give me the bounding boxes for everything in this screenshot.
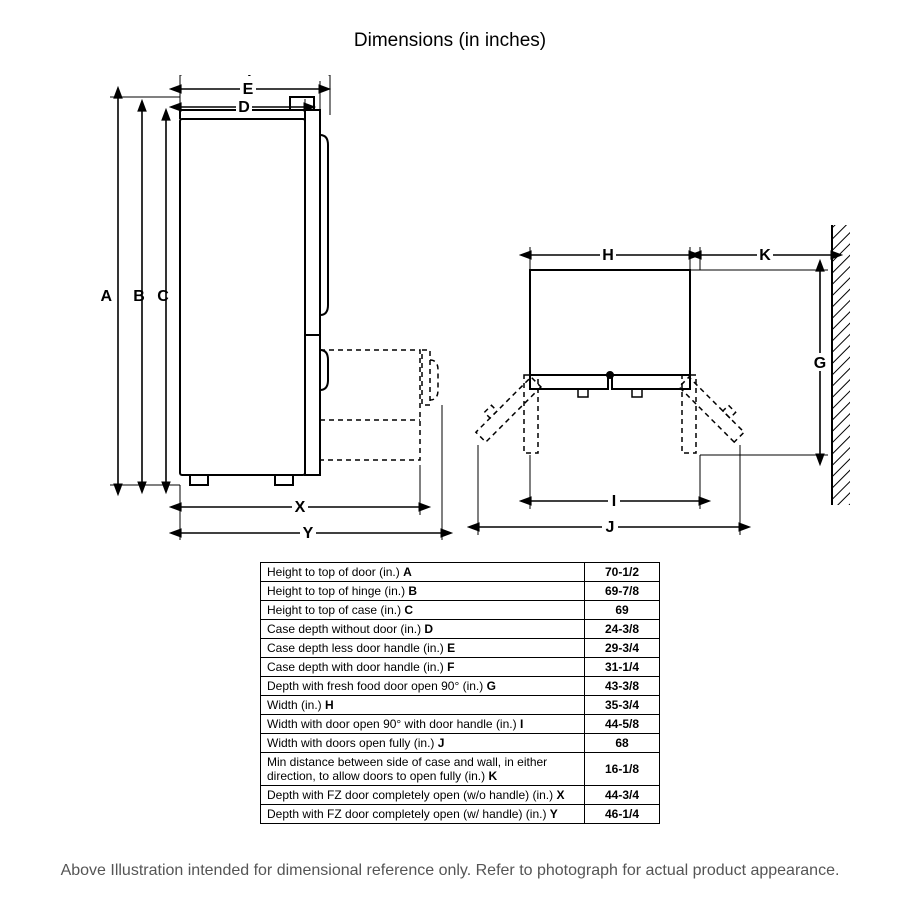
label-I: I [612, 493, 616, 510]
dimension-label-cell: Height to top of hinge (in.) B [261, 582, 585, 601]
dimension-value-cell: 70-1/2 [585, 563, 660, 582]
label-K: K [759, 247, 771, 264]
dimension-value-cell: 35-3/4 [585, 696, 660, 715]
label-E: E [243, 81, 254, 98]
top-view [470, 225, 850, 505]
disclaimer-text: Above Illustration intended for dimensio… [0, 862, 900, 880]
table-row: Depth with FZ door completely open (w/ h… [261, 805, 660, 824]
dimension-label-cell: Case depth less door handle (in.) E [261, 639, 585, 658]
table-row: Depth with FZ door completely open (w/o … [261, 786, 660, 805]
dimension-value-cell: 29-3/4 [585, 639, 660, 658]
table-row: Height to top of door (in.) A70-1/2 [261, 563, 660, 582]
dimension-label-cell: Height to top of door (in.) A [261, 563, 585, 582]
table-row: Case depth less door handle (in.) E29-3/… [261, 639, 660, 658]
dimension-value-cell: 16-1/8 [585, 753, 660, 786]
table-row: Depth with fresh food door open 90° (in.… [261, 677, 660, 696]
label-X: X [295, 499, 306, 516]
side-view [180, 97, 438, 485]
table-row: Height to top of hinge (in.) B69-7/8 [261, 582, 660, 601]
dimension-value-cell: 24-3/8 [585, 620, 660, 639]
dimension-label-cell: Min distance between side of case and wa… [261, 753, 585, 786]
dimension-value-cell: 31-1/4 [585, 658, 660, 677]
label-F: F [247, 75, 257, 80]
dimension-labels: A B C D E F X Y H K G I J [100, 75, 828, 542]
dimension-diagram: A B C D E F X Y H K G I J [0, 75, 900, 545]
dimension-label-cell: Depth with FZ door completely open (w/ h… [261, 805, 585, 824]
dimension-value-cell: 44-3/4 [585, 786, 660, 805]
dimension-label-cell: Case depth with door handle (in.) F [261, 658, 585, 677]
table-row: Case depth with door handle (in.) F31-1/… [261, 658, 660, 677]
table-row: Width with door open 90° with door handl… [261, 715, 660, 734]
label-C: C [157, 288, 169, 305]
dimension-value-cell: 69-7/8 [585, 582, 660, 601]
dimension-label-cell: Depth with fresh food door open 90° (in.… [261, 677, 585, 696]
dimension-value-cell: 43-3/8 [585, 677, 660, 696]
dimension-label-cell: Width with door open 90° with door handl… [261, 715, 585, 734]
dimension-value-cell: 44-5/8 [585, 715, 660, 734]
table-row: Min distance between side of case and wa… [261, 753, 660, 786]
label-D: D [238, 99, 250, 116]
label-B: B [133, 288, 145, 305]
dimension-label-cell: Height to top of case (in.) C [261, 601, 585, 620]
dimension-value-cell: 46-1/4 [585, 805, 660, 824]
label-H: H [602, 247, 614, 264]
page-title: Dimensions (in inches) [0, 30, 900, 52]
dimension-label-cell: Depth with FZ door completely open (w/o … [261, 786, 585, 805]
label-A: A [100, 288, 112, 305]
dimension-label-cell: Width with doors open fully (in.) J [261, 734, 585, 753]
dimension-label-cell: Case depth without door (in.) D [261, 620, 585, 639]
dimension-value-cell: 69 [585, 601, 660, 620]
label-Y: Y [303, 525, 314, 542]
dimension-value-cell: 68 [585, 734, 660, 753]
table-row: Width (in.) H35-3/4 [261, 696, 660, 715]
table-row: Case depth without door (in.) D24-3/8 [261, 620, 660, 639]
label-G: G [814, 355, 826, 372]
label-J: J [606, 519, 615, 536]
table-row: Width with doors open fully (in.) J68 [261, 734, 660, 753]
dimension-lines [110, 75, 832, 540]
dimensions-table: Height to top of door (in.) A70-1/2Heigh… [260, 562, 660, 824]
dimension-label-cell: Width (in.) H [261, 696, 585, 715]
table-row: Height to top of case (in.) C69 [261, 601, 660, 620]
